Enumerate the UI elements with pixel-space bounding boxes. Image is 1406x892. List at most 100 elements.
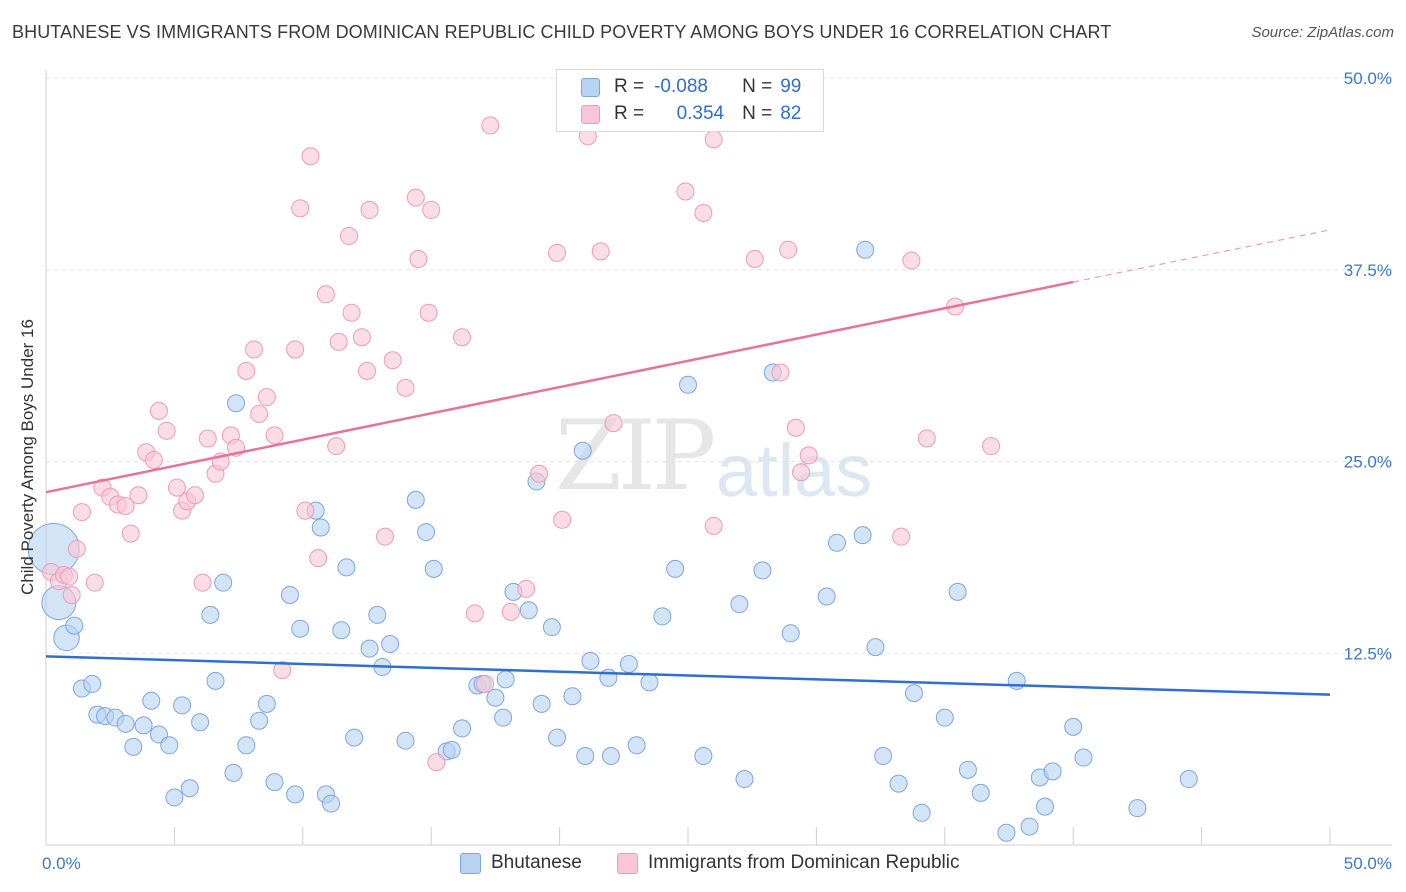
- bhutanese-point: [134, 716, 153, 735]
- dominican-point: [892, 527, 911, 546]
- dominican-point: [676, 182, 695, 201]
- bhutanese-point: [1128, 799, 1147, 818]
- legend-swatch-bhutanese: [581, 77, 600, 97]
- dominican-point: [67, 539, 86, 558]
- legend-n-label: N =: [742, 103, 773, 124]
- y-axis-label: Child Poverty Among Boys Under 16: [18, 319, 37, 595]
- dominican-point: [745, 250, 764, 269]
- bhutanese-point: [180, 779, 199, 798]
- bhutanese-point: [781, 624, 800, 643]
- source-credit: Source: ZipAtlas.com: [1251, 24, 1394, 41]
- dominican-point: [704, 130, 723, 149]
- dominican-point: [476, 674, 495, 693]
- dominican-point: [116, 496, 135, 515]
- x-tick-label-min: 0.0%: [42, 854, 81, 873]
- y-tick-label: 37.5%: [1344, 261, 1392, 280]
- bhutanese-point: [627, 736, 646, 755]
- dominican-trend-extension: [1073, 229, 1331, 283]
- dominican-point: [786, 418, 805, 437]
- bhutanese-trend-line: [45, 655, 1331, 696]
- dominican-point: [291, 199, 310, 218]
- bhutanese-point: [573, 441, 592, 460]
- dominican-point: [779, 240, 798, 259]
- bhutanese-point: [1020, 817, 1039, 836]
- bhutanese-point: [856, 240, 875, 259]
- dominican-point: [419, 303, 438, 322]
- dominican-point: [340, 227, 359, 246]
- bhutanese-point: [337, 558, 356, 577]
- dominican-point: [352, 328, 371, 347]
- bhutanese-point: [214, 573, 233, 592]
- bhutanese-point: [1007, 671, 1026, 690]
- bottom-legend: Bhutanese Immigrants from Dominican Repu…: [0, 852, 1406, 876]
- dominican-point: [771, 363, 790, 382]
- bhutanese-point: [65, 616, 84, 635]
- dominican-point: [799, 446, 818, 465]
- bhutanese-point: [424, 559, 443, 578]
- dominican-point: [902, 251, 921, 270]
- dominican-points: [42, 116, 1001, 772]
- dominican-point: [149, 401, 168, 420]
- dominican-point: [273, 661, 292, 680]
- bhutanese-point: [160, 736, 179, 755]
- bhutanese-point: [619, 654, 638, 673]
- bottom-legend-label-dominican: Immigrants from Dominican Republic: [648, 852, 960, 873]
- dominican-point: [383, 351, 402, 370]
- bhutanese-point: [997, 823, 1016, 842]
- x-tick-label-max: 50.0%: [1344, 854, 1392, 873]
- bottom-legend-swatch-bhutanese: [460, 852, 481, 874]
- dominican-point: [157, 421, 176, 440]
- bhutanese-point: [542, 618, 561, 637]
- bhutanese-point: [496, 670, 515, 689]
- legend-row-bhutanese: R = -0.088 N = 99: [581, 75, 801, 99]
- dominican-point: [286, 340, 305, 359]
- dominican-point: [501, 602, 520, 621]
- axes: [45, 70, 1392, 846]
- bhutanese-points: [27, 240, 1198, 842]
- bhutanese-point: [280, 585, 299, 604]
- dominican-point: [245, 340, 264, 359]
- bhutanese-point: [83, 674, 102, 693]
- bhutanese-point: [486, 688, 505, 707]
- dominican-point: [237, 361, 256, 380]
- dominican-trend-line: [45, 280, 1074, 494]
- dominican-point: [185, 486, 204, 505]
- bhutanese-point: [311, 518, 330, 537]
- bhutanese-point: [601, 747, 620, 766]
- dominican-point: [144, 450, 163, 469]
- dominican-point: [301, 147, 320, 166]
- bhutanese-point: [548, 728, 567, 747]
- y-tick-label: 12.5%: [1344, 644, 1392, 663]
- dominican-point: [465, 604, 484, 623]
- bhutanese-point: [201, 605, 220, 624]
- bhutanese-point: [345, 728, 364, 747]
- bhutanese-point: [453, 719, 472, 738]
- bhutanese-point: [291, 619, 310, 638]
- bhutanese-point: [173, 696, 192, 715]
- legend-r-value-dominican: 0.354: [676, 103, 725, 124]
- legend-row-dominican: R = 0.354 N = 82: [581, 102, 801, 126]
- dominican-point: [257, 388, 276, 407]
- bhutanese-point: [265, 773, 284, 792]
- dominican-point: [265, 426, 284, 445]
- bhutanese-point: [1074, 748, 1093, 767]
- bhutanese-point: [442, 740, 461, 759]
- bhutanese-point: [286, 785, 305, 804]
- bottom-legend-bhutanese[interactable]: Bhutanese: [460, 852, 582, 874]
- dominican-point: [406, 188, 425, 207]
- bhutanese-point: [224, 763, 243, 782]
- bhutanese-point: [904, 684, 923, 703]
- bhutanese-point: [406, 490, 425, 509]
- bhutanese-point: [958, 760, 977, 779]
- bottom-legend-swatch-dominican: [617, 852, 638, 874]
- bhutanese-point: [237, 736, 256, 755]
- bhutanese-point: [827, 533, 846, 552]
- bottom-legend-dominican[interactable]: Immigrants from Dominican Republic: [617, 852, 960, 874]
- dominican-point: [604, 414, 623, 433]
- bhutanese-point: [753, 561, 772, 580]
- dominican-point: [422, 200, 441, 219]
- bhutanese-point: [417, 523, 436, 542]
- bhutanese-point: [694, 747, 713, 766]
- bhutanese-point: [653, 607, 672, 626]
